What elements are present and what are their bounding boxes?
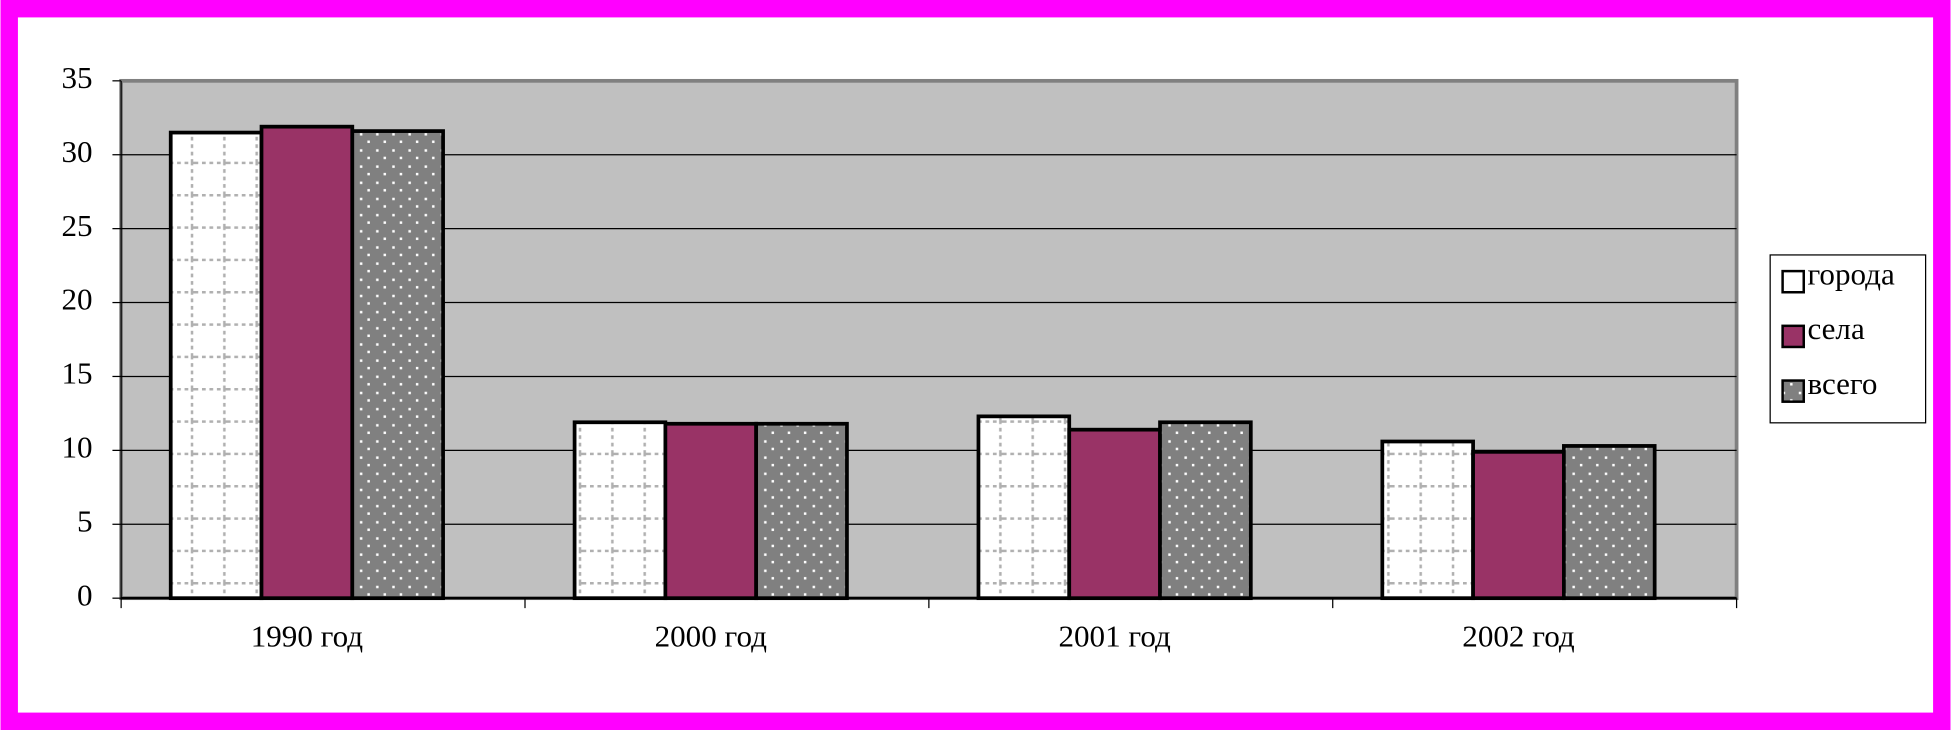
bar bbox=[1067, 427, 1162, 601]
legend-swatch bbox=[1781, 324, 1805, 349]
legend-swatch bbox=[1781, 379, 1805, 403]
bar bbox=[168, 130, 264, 601]
bar bbox=[1158, 420, 1253, 601]
y-tick-label: 30 bbox=[61, 134, 92, 169]
bar bbox=[1380, 439, 1475, 601]
bar bbox=[976, 414, 1072, 601]
bar bbox=[572, 420, 668, 601]
legend-label: города bbox=[1807, 256, 1895, 291]
bar bbox=[663, 421, 759, 601]
y-tick-label: 20 bbox=[61, 282, 92, 317]
y-tick-label: 35 bbox=[61, 60, 92, 95]
y-tick-label: 25 bbox=[61, 208, 92, 243]
bar bbox=[1562, 444, 1657, 601]
y-tick-label: 15 bbox=[61, 356, 92, 391]
x-tick-label: 2001 год bbox=[1058, 618, 1171, 653]
legend-label: всего bbox=[1807, 366, 1877, 401]
legend-swatch bbox=[1781, 269, 1805, 294]
legend-label: села bbox=[1807, 311, 1864, 346]
x-tick-label: 2002 год bbox=[1462, 618, 1575, 653]
bar bbox=[754, 421, 849, 601]
bar bbox=[350, 129, 445, 601]
x-tick-label: 2000 год bbox=[655, 618, 768, 653]
y-tick-label: 10 bbox=[61, 430, 92, 465]
y-tick-label: 5 bbox=[77, 503, 93, 538]
x-tick-label: 1990 год bbox=[251, 618, 364, 653]
bar bbox=[1471, 449, 1566, 601]
y-tick-label: 0 bbox=[77, 577, 93, 612]
bar bbox=[259, 124, 355, 601]
